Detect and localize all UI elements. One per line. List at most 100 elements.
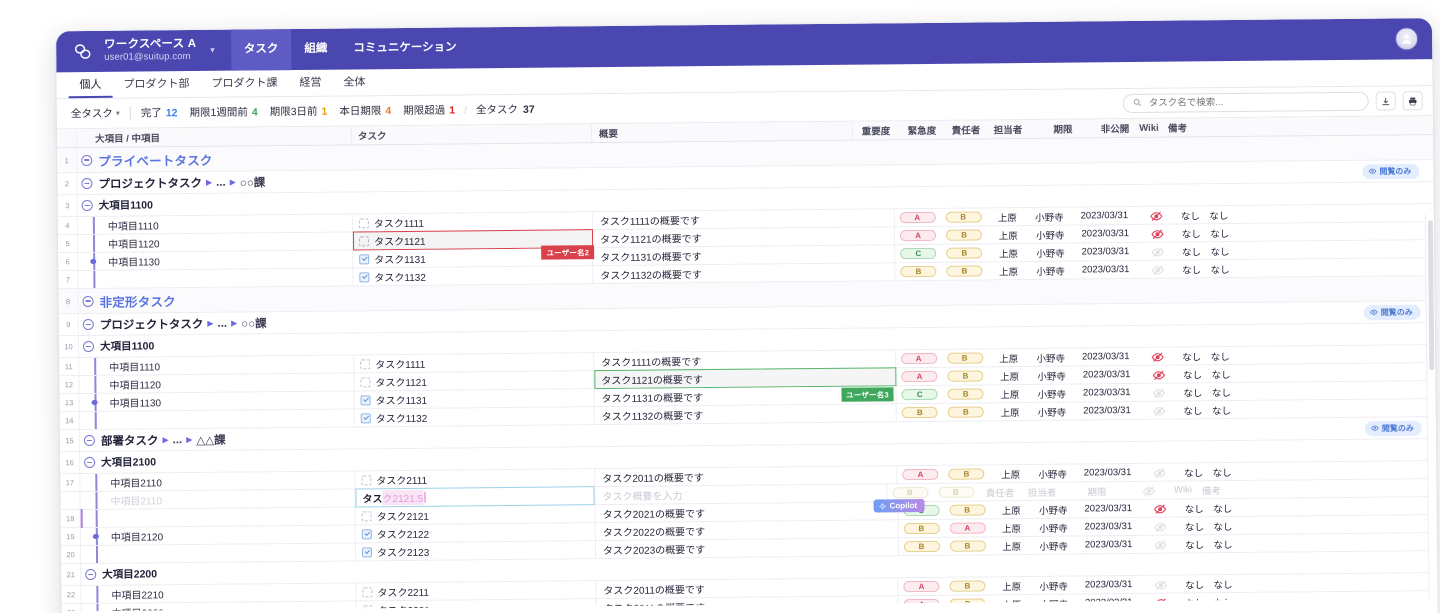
readonly-badge[interactable]: 閲覧のみ — [1364, 420, 1422, 436]
desc-cell[interactable]: タスク1132の概要です — [593, 263, 896, 284]
desc-cell[interactable]: タスク1132の概要です — [594, 404, 898, 425]
collapse-toggle-icon[interactable] — [85, 568, 97, 581]
importance-cell[interactable]: A — [895, 227, 941, 244]
wiki-cell[interactable]: なし — [1178, 499, 1210, 516]
table-row[interactable]: 13 中項目1130 タスク1131 タスク1131の概要です ユーザー名3 C B 上原 小野… — [59, 381, 1436, 413]
assignee-cell[interactable]: 小野寺 — [1030, 349, 1072, 366]
eye-slash-icon[interactable] — [1151, 228, 1164, 240]
importance-cell[interactable]: C — [897, 386, 943, 403]
wiki-cell[interactable]: なし — [1176, 347, 1208, 364]
table-row[interactable]: 19 中項目2120 タスク2122 タスク2022の概要です B A 上原 小野寺 2023/… — [60, 515, 1437, 547]
breadcrumb-leaf[interactable]: △△課 — [196, 434, 226, 447]
workspace-info[interactable]: ワークスペース A user01@suitup.com — [104, 38, 196, 63]
urgency-cell[interactable]: B — [944, 501, 990, 518]
desc-cell[interactable]: タスク1131の概要です — [593, 245, 896, 266]
search-input[interactable] — [1146, 94, 1359, 110]
collapse-toggle-icon[interactable] — [82, 340, 95, 353]
importance-cell[interactable]: B — [898, 520, 944, 537]
collapse-toggle-icon[interactable] — [81, 154, 93, 166]
urgency-cell[interactable]: B — [943, 367, 989, 384]
task-cell[interactable]: タスク2221 — [356, 599, 597, 612]
urgency-pill[interactable]: B — [949, 580, 986, 592]
table-row[interactable]: 4 中項目1110 タスク1111 タスク1111の概要です A B 上原 小野寺 2023/0… — [57, 204, 1434, 236]
assignee-cell[interactable]: 小野寺 — [1030, 262, 1072, 279]
wiki-cell[interactable]: なし — [1174, 206, 1206, 223]
due-cell[interactable]: 2023/03/31 — [1075, 536, 1143, 554]
edit-private-cell[interactable] — [1131, 482, 1167, 499]
top-nav-item-tasks[interactable]: タスク — [230, 29, 292, 71]
due-cell[interactable]: 2023/03/31 — [1072, 348, 1140, 366]
assignee-cell[interactable]: 小野寺 — [1033, 537, 1075, 554]
task-cell[interactable]: タスク1121 ユーザー名2 — [352, 229, 595, 260]
wiki-cell[interactable]: なし — [1178, 517, 1210, 534]
due-cell[interactable]: 2023/03/31 — [1074, 500, 1142, 518]
avatar[interactable] — [1395, 27, 1419, 51]
assignee-cell[interactable]: 小野寺 — [1029, 226, 1071, 243]
importance-pill[interactable]: C — [901, 388, 938, 401]
urgency-pill[interactable]: B — [946, 229, 983, 241]
desc-cell[interactable]: タスク2011の概要です — [596, 596, 899, 612]
private-cell[interactable] — [1141, 402, 1177, 419]
urgency-pill[interactable]: B — [949, 598, 986, 610]
responsible-cell[interactable]: 上原 — [989, 465, 1031, 482]
assignee-cell[interactable]: 小野寺 — [1033, 595, 1075, 612]
chevron-down-icon[interactable]: ▾ — [210, 44, 215, 55]
desc-cell[interactable]: タスク1121の概要です — [592, 227, 896, 248]
responsible-cell[interactable]: 上原 — [988, 349, 1030, 366]
eye-slash-icon[interactable] — [1154, 521, 1167, 532]
note-cell[interactable]: なし — [1211, 593, 1245, 610]
desc-cell[interactable]: タスク1111の概要です — [592, 209, 895, 230]
urgency-cell[interactable]: B — [943, 465, 989, 482]
desc-cell[interactable]: タスク2022の概要です — [595, 520, 899, 541]
eye-slash-icon[interactable] — [1152, 405, 1166, 417]
private-cell[interactable] — [1140, 348, 1176, 365]
task-name-input[interactable]: タス ク2121.5 — [355, 486, 595, 508]
note-cell[interactable]: なし — [1210, 499, 1244, 516]
breadcrumb-ellipsis[interactable]: ... — [216, 176, 226, 189]
edit-urgency-cell[interactable]: B — [933, 483, 979, 500]
edit-responsible-cell[interactable]: 責任者 — [979, 483, 1021, 500]
breadcrumb-root[interactable]: プロジェクトタスク — [98, 177, 203, 191]
tab-personal[interactable]: 個人 — [68, 71, 113, 99]
urgency-cell[interactable]: A — [944, 519, 990, 536]
importance-pill[interactable]: A — [902, 468, 939, 481]
task-checkbox[interactable] — [361, 546, 373, 557]
task-checkbox[interactable] — [362, 604, 373, 612]
desc-cell[interactable]: タスク2023の概要です — [595, 538, 899, 559]
importance-pill[interactable]: A — [899, 211, 936, 224]
desc-cell[interactable]: タスク1111の概要です — [594, 350, 896, 371]
responsible-cell[interactable]: 上原 — [986, 208, 1028, 225]
urgency-pill[interactable]: B — [946, 352, 983, 364]
private-cell[interactable] — [1143, 594, 1179, 611]
note-cell[interactable]: なし — [1206, 206, 1240, 223]
table-row[interactable]: 17 中項目2110 タスク2111 タスク2011の概要です A B 上原 小野寺 2023/… — [60, 461, 1437, 493]
urgency-pill[interactable]: B — [945, 211, 982, 223]
responsible-cell[interactable]: 上原 — [991, 595, 1033, 611]
eye-slash-icon[interactable] — [1154, 503, 1167, 514]
importance-pill[interactable]: A — [903, 580, 940, 593]
edit-desc-cell[interactable]: タスク概要を入力 Copilot — [595, 484, 925, 513]
responsible-cell[interactable]: 上原 — [991, 537, 1033, 554]
task-cell[interactable]: タスク1121 — [354, 371, 595, 391]
assignee-cell[interactable]: 小野寺 — [1028, 208, 1070, 225]
importance-pill[interactable]: B — [900, 265, 937, 278]
assignee-cell[interactable]: 小野寺 — [1033, 577, 1075, 594]
filter-chip-overdue[interactable]: 期限超過 1 — [403, 102, 455, 117]
task-cell[interactable]: タスク1132 — [354, 407, 595, 427]
urgency-cell[interactable]: B — [941, 226, 987, 243]
note-cell[interactable]: なし — [1209, 401, 1243, 418]
download-icon[interactable] — [1375, 91, 1396, 111]
note-cell[interactable]: なし — [1209, 365, 1243, 382]
task-checkbox[interactable] — [360, 412, 371, 423]
importance-pill[interactable]: B — [903, 522, 940, 535]
urgency-cell[interactable]: B — [945, 577, 991, 594]
importance-cell[interactable]: A — [899, 578, 945, 595]
task-checkbox[interactable] — [358, 217, 369, 228]
note-cell[interactable]: なし — [1207, 242, 1241, 259]
search-box[interactable] — [1122, 91, 1369, 114]
tab-all[interactable]: 全体 — [343, 76, 366, 89]
assignee-cell[interactable]: 小野寺 — [1032, 519, 1074, 536]
print-icon[interactable] — [1402, 91, 1423, 111]
eye-slash-icon[interactable] — [1151, 264, 1164, 276]
assignee-cell[interactable]: 小野寺 — [1032, 501, 1074, 518]
